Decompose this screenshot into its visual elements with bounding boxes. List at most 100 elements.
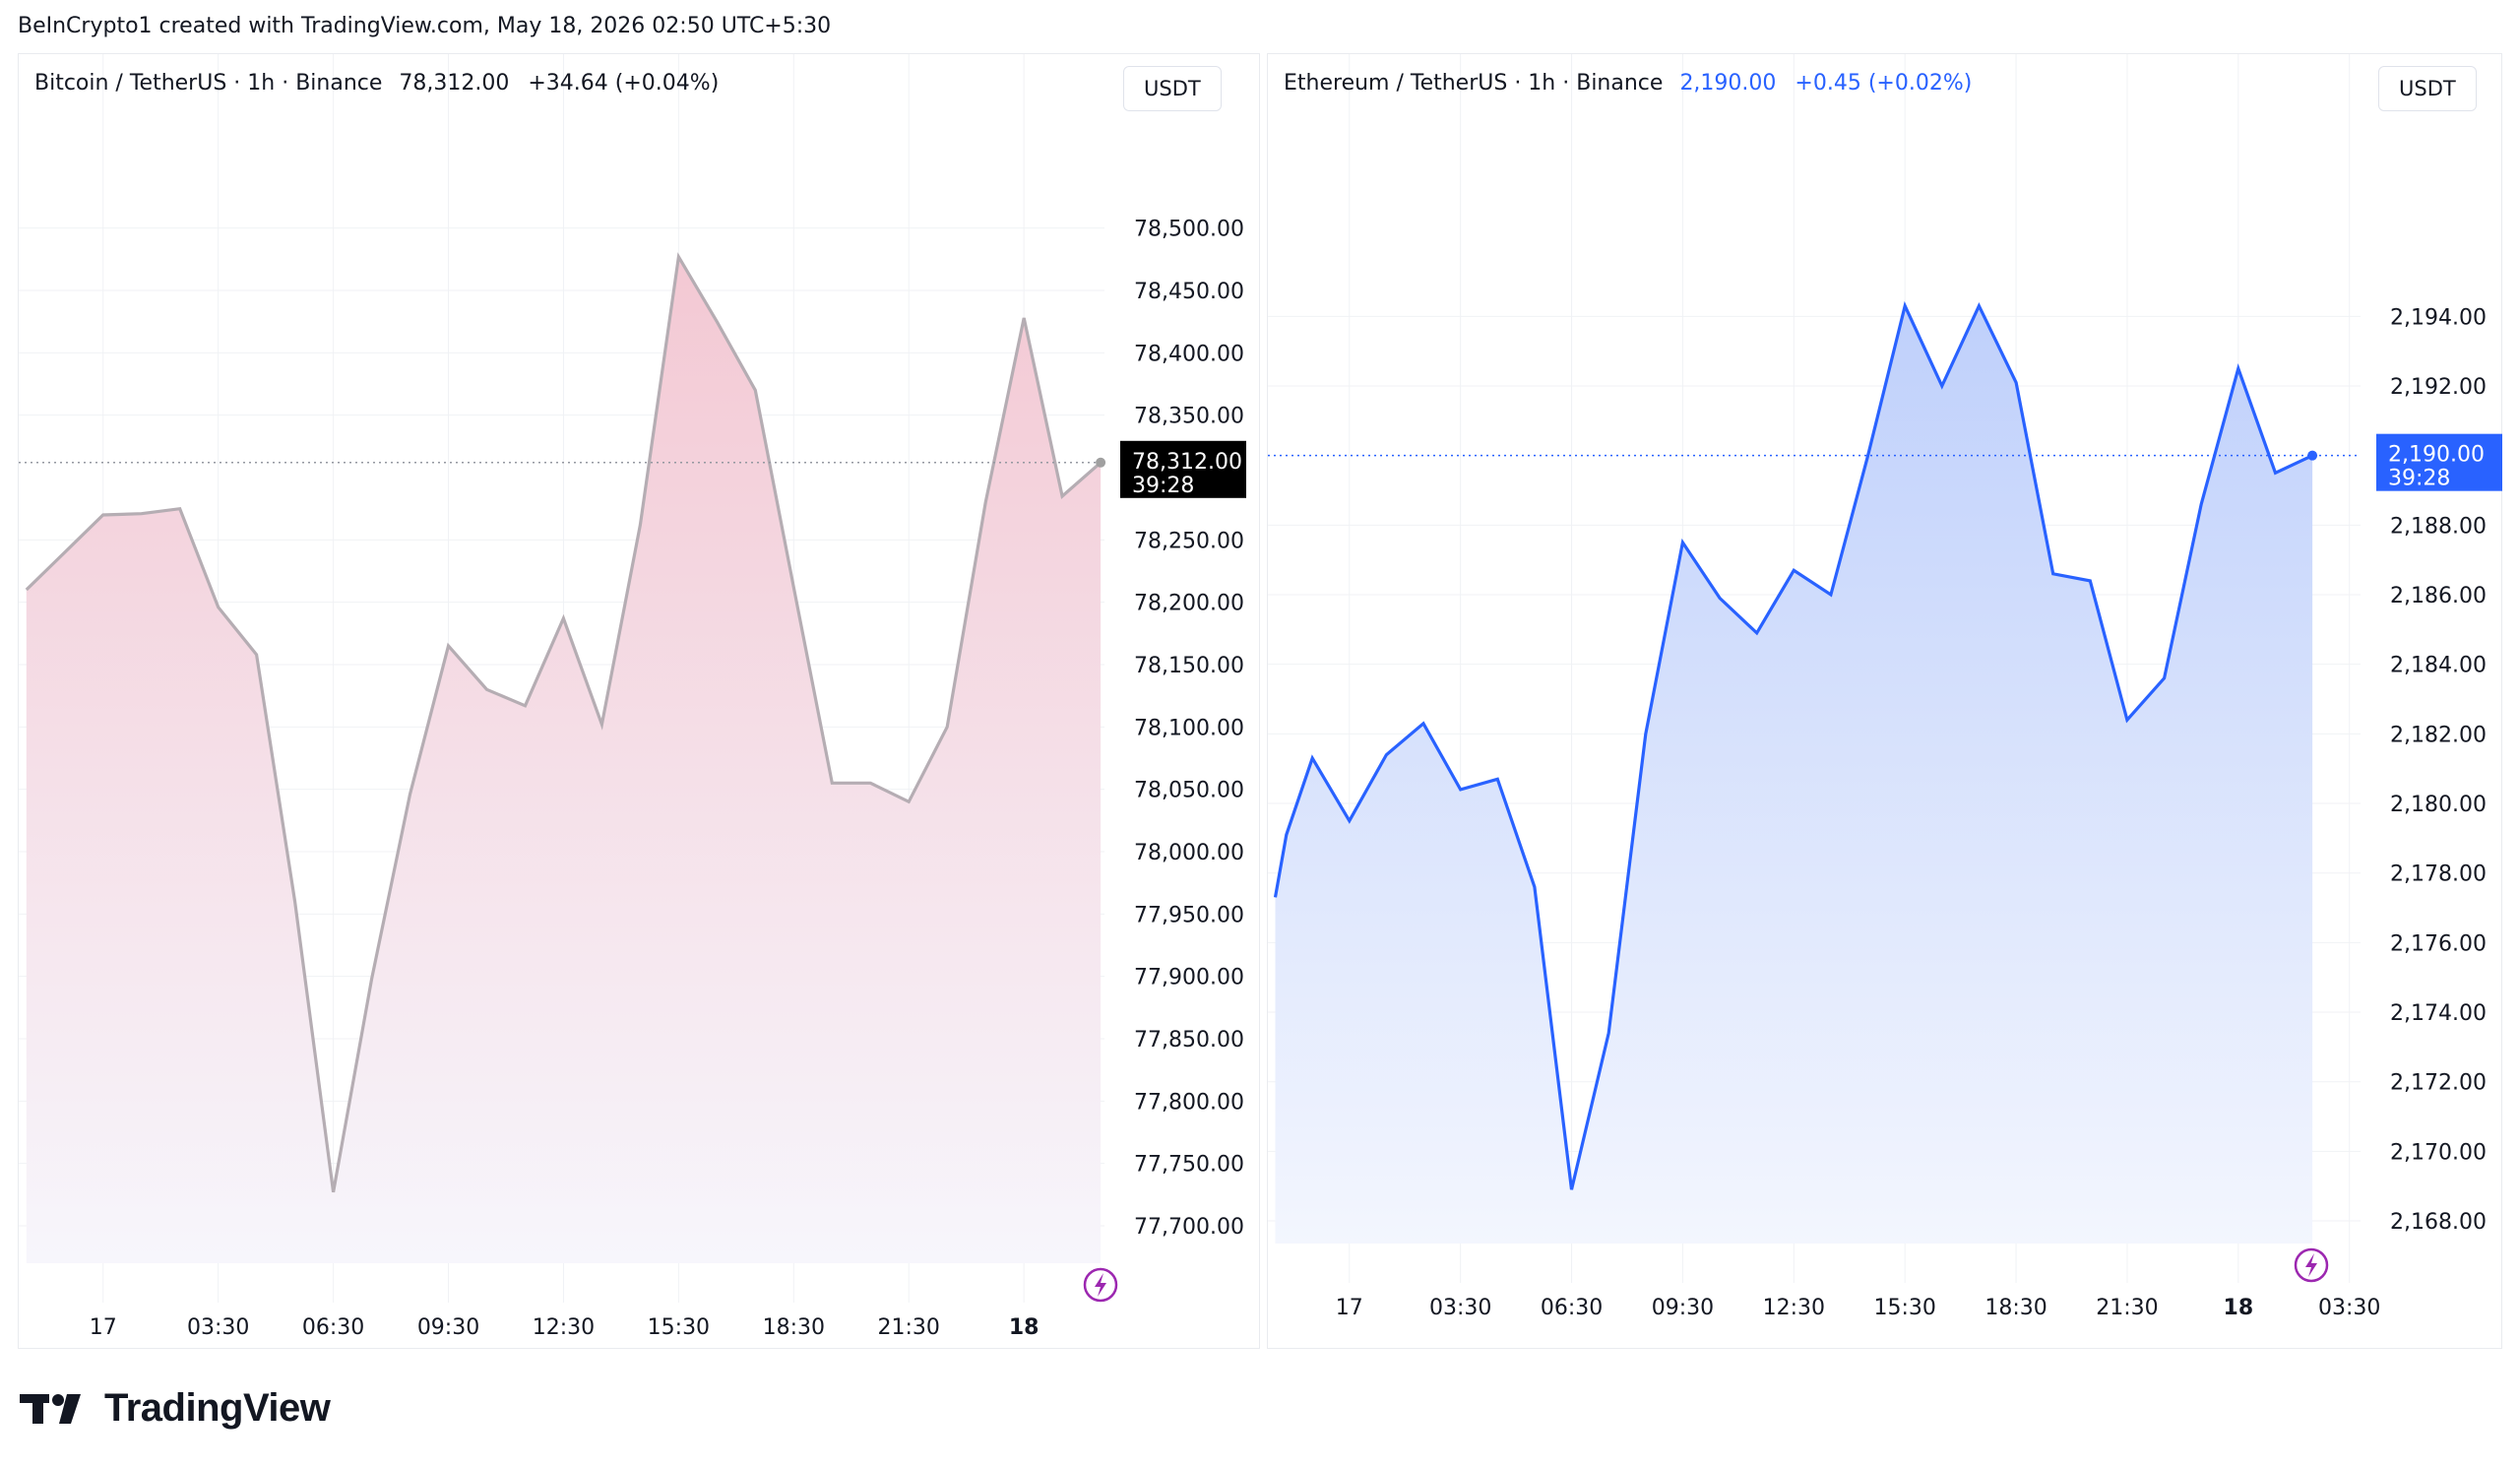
bitcoin-lightning-icon[interactable] [1083,1267,1118,1303]
ethereum-symbol-label: Ethereum / TetherUS · 1h · Binance [1284,71,1664,96]
bitcoin-data-point[interactable] [138,510,146,518]
ethereum-y-tick-label: 2,186.00 [2390,584,2487,608]
bitcoin-data-point[interactable] [215,604,222,611]
ethereum-area-fill [1275,305,2313,1244]
ethereum-data-point[interactable] [1938,382,1946,390]
tradingview-wordmark: TradingView [104,1385,331,1430]
ethereum-data-point[interactable] [1975,302,1983,310]
bitcoin-data-point[interactable] [23,586,31,594]
bitcoin-chart-panel[interactable]: 78,500.00 78,450.00 78,400.00 78,350.00 78,2… [18,53,1260,1349]
ethereum-x-tick-label: 18:30 [1984,1296,2047,1320]
ethereum-x-tick-label: 03:30 [1429,1296,1491,1320]
bitcoin-data-point[interactable] [598,721,605,729]
ethereum-x-tick-label: 15:30 [1873,1296,1935,1320]
bitcoin-data-point[interactable] [330,1188,338,1196]
bitcoin-y-tick-label: 78,150.00 [1134,654,1244,678]
ethereum-data-point[interactable] [2123,716,2131,724]
ethereum-lightning-icon[interactable] [2294,1247,2329,1283]
ethereum-data-point[interactable] [2049,570,2057,578]
ethereum-data-point[interactable] [1568,1185,1576,1193]
bitcoin-data-point[interactable] [674,253,682,261]
bitcoin-data-point[interactable] [789,583,797,591]
bitcoin-y-tick-label: 77,750.00 [1134,1153,1244,1178]
ethereum-data-point[interactable] [1901,302,1909,310]
bitcoin-symbol-label: Bitcoin / TetherUS · 1h · Binance [34,71,383,96]
bitcoin-price-label-text: 78,312.00 [1132,450,1242,475]
ethereum-data-point[interactable] [2086,577,2094,585]
chart-credit: BeInCrypto1 created with TradingView.com… [18,14,832,38]
tradingview-brand[interactable]: TradingView [20,1383,331,1433]
ethereum-y-tick-label: 2,170.00 [2390,1140,2487,1165]
bitcoin-data-point[interactable] [368,975,376,983]
bitcoin-data-point[interactable] [176,505,184,513]
ethereum-data-point[interactable] [1382,751,1390,759]
bitcoin-data-point[interactable] [61,548,69,556]
bitcoin-data-point[interactable] [751,386,759,394]
bitcoin-data-point[interactable] [905,798,913,805]
bitcoin-y-tick-label: 78,100.00 [1134,716,1244,740]
ethereum-data-point[interactable] [1605,1029,1612,1037]
bitcoin-data-point[interactable] [981,498,989,506]
bitcoin-x-tick-label: 18:30 [763,1315,825,1340]
ethereum-data-point[interactable] [1827,591,1835,599]
ethereum-x-tick-label: 09:30 [1652,1296,1714,1320]
ethereum-legend: Ethereum / TetherUS · 1h · Binance 2,190… [1284,71,1972,96]
ethereum-data-point[interactable] [1419,720,1427,728]
bitcoin-data-point[interactable] [291,898,299,906]
ethereum-data-point[interactable] [2271,469,2279,477]
bitcoin-data-point[interactable] [1020,314,1028,322]
ethereum-currency-button[interactable]: USDT [2378,66,2477,111]
bitcoin-data-point[interactable] [407,791,414,798]
ethereum-y-tick-label: 2,168.00 [2390,1210,2487,1235]
bitcoin-data-point[interactable] [253,651,261,659]
bitcoin-data-point[interactable] [866,779,874,787]
ethereum-data-point[interactable] [1283,831,1291,839]
ethereum-data-point[interactable] [2235,364,2242,372]
bitcoin-data-point[interactable] [445,642,453,650]
ethereum-data-point[interactable] [1272,893,1280,901]
ethereum-data-point[interactable] [1678,539,1686,546]
ethereum-data-point[interactable] [1716,595,1724,603]
ethereum-data-point[interactable] [1753,629,1761,637]
ethereum-y-tick-label: 2,194.00 [2390,305,2487,330]
bitcoin-data-point[interactable] [521,702,529,710]
bitcoin-x-tick-label: 09:30 [417,1315,479,1340]
ethereum-x-tick-label: 17 [1336,1296,1363,1320]
bitcoin-data-point[interactable] [943,723,951,731]
bitcoin-y-tick-label: 78,500.00 [1134,218,1244,242]
ethereum-data-point[interactable] [2161,674,2169,682]
ethereum-chart-panel[interactable]: 2,194.00 2,192.00 2,188.00 2,186.00 2,184.00… [1267,53,2502,1349]
bitcoin-legend: Bitcoin / TetherUS · 1h · Binance 78,312… [34,71,719,96]
ethereum-data-point[interactable] [1308,754,1316,762]
bitcoin-data-point[interactable] [713,318,721,326]
ethereum-data-point[interactable] [1493,775,1501,783]
ethereum-y-tick-label: 2,172.00 [2390,1071,2487,1096]
bitcoin-data-point[interactable] [559,614,567,622]
ethereum-data-point[interactable] [2012,378,2020,386]
bitcoin-currency-button[interactable]: USDT [1123,66,1222,111]
bitcoin-data-point[interactable] [482,685,490,693]
ethereum-x-tick-label: 12:30 [1763,1296,1825,1320]
bitcoin-y-tick-label: 78,050.00 [1134,779,1244,803]
bitcoin-data-point[interactable] [636,521,644,529]
bitcoin-chart-svg[interactable]: 78,500.00 78,450.00 78,400.00 78,350.00 78,2… [19,54,1261,1350]
bitcoin-last-point-dot [1096,457,1106,468]
ethereum-price: 2,190.00 [1679,71,1777,96]
bitcoin-data-point[interactable] [99,511,107,519]
ethereum-y-tick-label: 2,192.00 [2390,375,2487,400]
bitcoin-data-point[interactable] [828,779,836,787]
ethereum-data-point[interactable] [1457,786,1465,794]
ethereum-data-point[interactable] [1790,566,1797,574]
bitcoin-data-point[interactable] [1058,492,1066,500]
ethereum-x-tick-label: 06:30 [1541,1296,1603,1320]
bitcoin-area-fill [26,256,1102,1263]
ethereum-data-point[interactable] [1346,817,1354,825]
ethereum-data-point[interactable] [1642,730,1650,737]
ethereum-chart-svg[interactable]: 2,194.00 2,192.00 2,188.00 2,186.00 2,184.00… [1268,54,2503,1350]
ethereum-y-tick-label: 2,184.00 [2390,654,2487,678]
ethereum-y-tick-label: 2,188.00 [2390,514,2487,539]
bitcoin-y-tick-label: 78,450.00 [1134,280,1244,304]
ethereum-data-point[interactable] [1531,883,1539,891]
ethereum-data-point[interactable] [2197,500,2205,508]
